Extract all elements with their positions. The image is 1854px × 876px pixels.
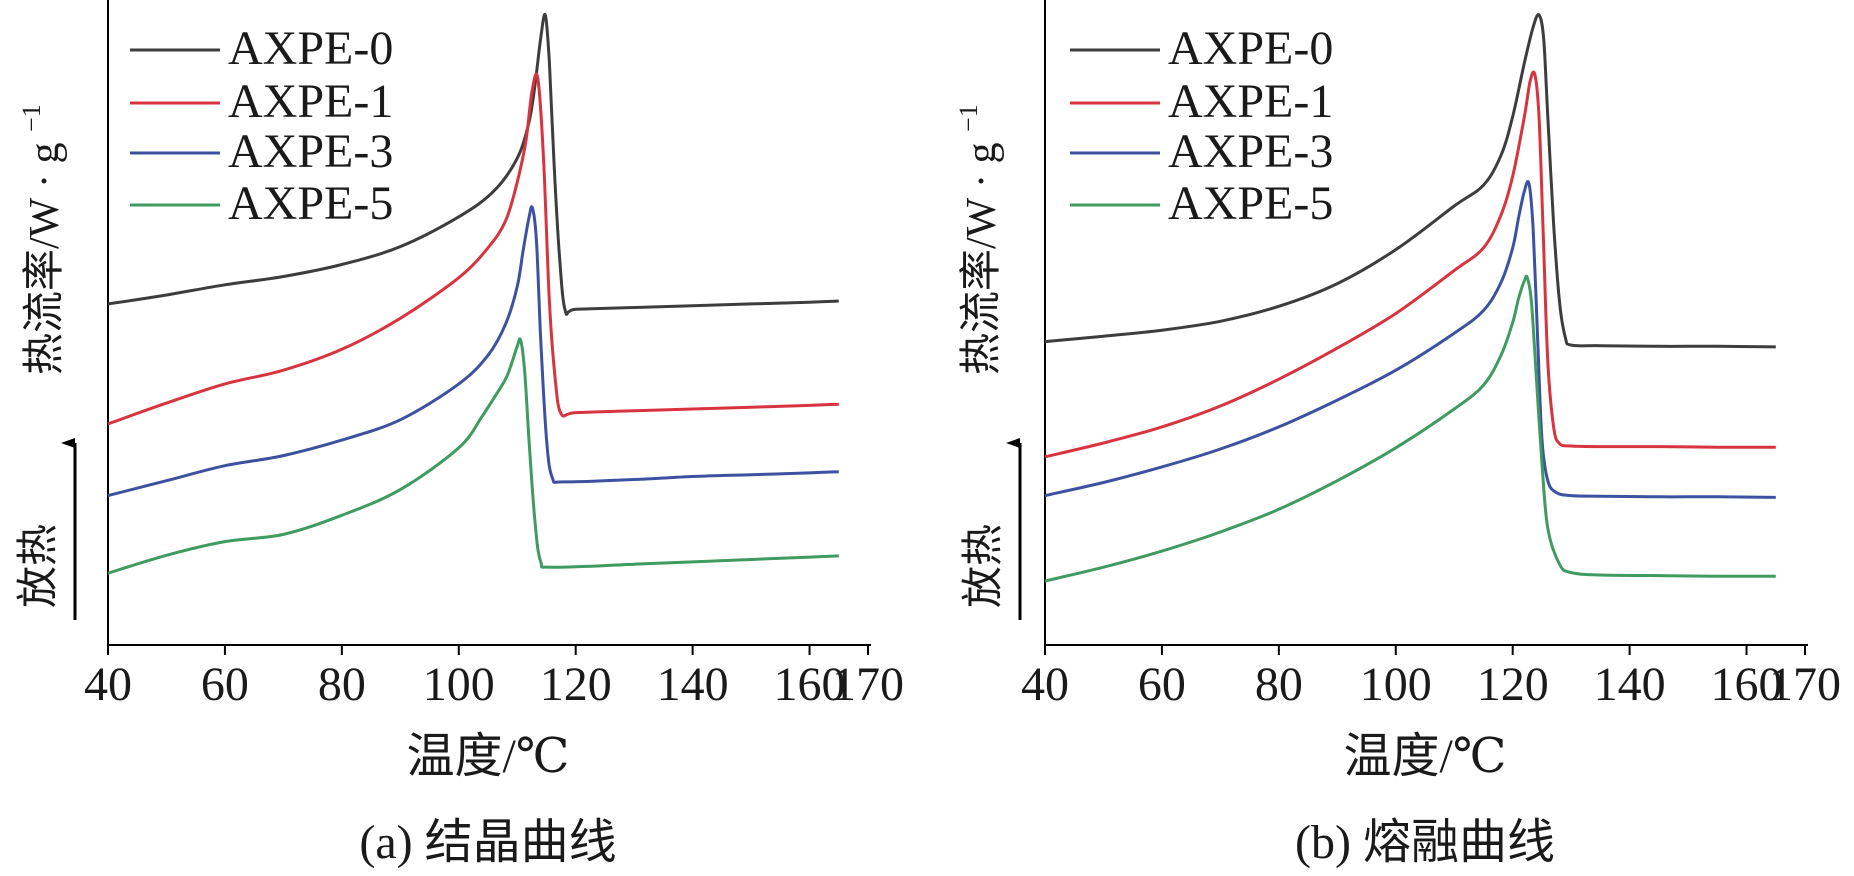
x-tick-label-160-a: 160 bbox=[774, 658, 846, 711]
y-axis-title-sup-a: −1 bbox=[17, 104, 46, 132]
y-axis-title-b: 热流率/W · g −1 bbox=[954, 104, 1005, 375]
x-tick-label-120-b: 120 bbox=[1477, 658, 1549, 711]
exo-indicator-b: 放热 bbox=[961, 438, 1022, 620]
y-axis-title-a: 热流率/W · g −1 bbox=[17, 104, 68, 375]
series-line-axpe-0-a bbox=[107, 12, 839, 316]
series-line-axpe-5-a bbox=[107, 337, 839, 575]
series-line-axpe-1-a bbox=[107, 72, 839, 426]
axes-b bbox=[1044, 0, 1808, 646]
caption-b: (b) 熔融曲线 bbox=[1295, 816, 1555, 869]
x-tick-label-100-b: 100 bbox=[1360, 658, 1432, 711]
x-tick-label-140-a: 140 bbox=[657, 658, 729, 711]
exo-label-a: 放热 bbox=[16, 524, 62, 608]
y-axis-title-main-a: 热流率/W bbox=[21, 197, 68, 375]
caption-a: (a) 结晶曲线 bbox=[359, 816, 616, 869]
series-line-axpe-3-a bbox=[107, 205, 839, 498]
legend-label-axpe-1-a: AXPE-1 bbox=[228, 75, 393, 128]
exo-label-b: 放热 bbox=[961, 524, 1007, 608]
series-line-axpe-3-b bbox=[1044, 180, 1776, 499]
x-tick-label-80-a: 80 bbox=[318, 658, 366, 711]
x-tick-label-120-a: 120 bbox=[540, 658, 612, 711]
series-line-axpe-1-b bbox=[1044, 70, 1776, 459]
exo-indicator-a: 放热 bbox=[16, 438, 77, 620]
axes-a bbox=[107, 0, 871, 646]
y-axis-title-g-a: g bbox=[22, 142, 68, 163]
x-tick-label-170-b: 170 bbox=[1769, 658, 1841, 711]
series-line-axpe-0-b bbox=[1044, 13, 1776, 349]
x-tick-label-160-b: 160 bbox=[1711, 658, 1783, 711]
x-tick-label-40-b: 40 bbox=[1021, 658, 1069, 711]
legend-label-axpe-3-b: AXPE-3 bbox=[1168, 125, 1333, 178]
legend-a: AXPE-0 AXPE-1 AXPE-3 AXPE-5 bbox=[130, 22, 393, 230]
legend-label-axpe-3-a: AXPE-3 bbox=[228, 125, 393, 178]
x-tick-label-100-a: 100 bbox=[423, 658, 495, 711]
legend-label-axpe-5-a: AXPE-5 bbox=[228, 177, 393, 230]
x-tick-label-60-a: 60 bbox=[201, 658, 249, 711]
y-axis-title-sup-b: −1 bbox=[954, 104, 983, 132]
legend-label-axpe-5-b: AXPE-5 bbox=[1168, 177, 1333, 230]
legend-label-axpe-0-a: AXPE-0 bbox=[228, 22, 393, 75]
x-axis-title-a: 温度/℃ bbox=[406, 730, 569, 783]
x-tick-label-40-a: 40 bbox=[84, 658, 132, 711]
x-tick-label-80-b: 80 bbox=[1255, 658, 1303, 711]
x-axis-title-b: 温度/℃ bbox=[1343, 730, 1506, 783]
legend-label-axpe-1-b: AXPE-1 bbox=[1168, 75, 1333, 128]
y-axis-title-dot-a: · bbox=[22, 174, 68, 188]
y-axis-title-g-b: g bbox=[959, 142, 1005, 163]
series-group-b bbox=[1044, 13, 1776, 583]
x-tick-label-170-a: 170 bbox=[832, 658, 904, 711]
y-axis-title-main-b: 热流率/W bbox=[958, 197, 1005, 375]
series-group-a bbox=[107, 12, 839, 575]
x-tick-label-140-b: 140 bbox=[1594, 658, 1666, 711]
legend-label-axpe-0-b: AXPE-0 bbox=[1168, 22, 1333, 75]
x-tick-label-60-b: 60 bbox=[1138, 658, 1186, 711]
y-axis-title-dot-b: · bbox=[959, 174, 1005, 188]
legend-b: AXPE-0 AXPE-1 AXPE-3 AXPE-5 bbox=[1070, 22, 1333, 230]
series-line-axpe-5-b bbox=[1044, 274, 1776, 583]
